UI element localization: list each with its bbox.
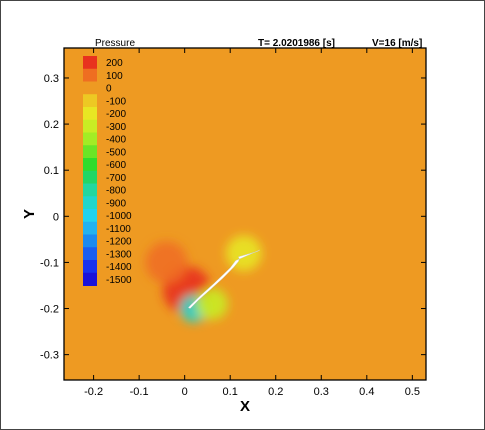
colorbar-swatch: [83, 221, 97, 235]
colorbar-label: -1300: [106, 249, 132, 260]
colorbar-swatch: [83, 196, 97, 210]
colorbar-label: -200: [106, 109, 126, 120]
colorbar-swatch: [83, 119, 97, 133]
pressure-field: [64, 48, 426, 380]
low-pressure-zone: [225, 235, 262, 272]
colorbar-swatch: [83, 132, 97, 146]
y-tick-label: 0.2: [44, 119, 59, 131]
low-pressure-zone: [195, 287, 228, 320]
x-tick-label: 0.4: [359, 386, 374, 398]
pressure-features: [145, 235, 262, 323]
colorbar-label: -1400: [106, 262, 132, 273]
colorbar-swatch: [83, 158, 97, 172]
plot-border: [63, 47, 427, 381]
x-tick-label: 0.3: [314, 386, 329, 398]
colorbar-swatch: [83, 170, 97, 184]
colorbar-swatch: [83, 81, 97, 95]
x-tick-label: 0.1: [223, 386, 238, 398]
colorbar-swatch: [83, 260, 97, 274]
colorbar-swatch: [83, 145, 97, 159]
time-label: T= 2.0201986 [s]: [258, 38, 335, 49]
colorbar-label: -1200: [106, 237, 132, 248]
colorbar-label: -1000: [106, 211, 132, 222]
colorbar-label: -700: [106, 173, 126, 184]
colorbar-swatch: [83, 183, 97, 197]
y-tick-label: -0.2: [40, 304, 59, 316]
colorbar-label: -100: [106, 96, 126, 107]
colorbar-swatch: [83, 209, 97, 223]
colorbar-label: -900: [106, 198, 126, 209]
y-tick-label: 0.3: [44, 73, 59, 85]
x-tick-label: -0.2: [84, 386, 103, 398]
colorbar-swatch: [83, 94, 97, 108]
y-axis-label: Y: [21, 209, 38, 219]
x-tick-label: 0.5: [405, 386, 420, 398]
colorbar-swatch: [83, 234, 97, 248]
high-pressure-zone: [145, 241, 188, 284]
colorbar-label: 200: [106, 58, 123, 69]
colorbar-label: -800: [106, 186, 126, 197]
colorbar-swatch: [83, 107, 97, 121]
y-tick-label: -0.3: [40, 350, 59, 362]
colorbar-label: -500: [106, 147, 126, 158]
y-tick-label: 0.1: [44, 165, 59, 177]
x-axis-label: X: [240, 398, 250, 415]
colorbar-label: -600: [106, 160, 126, 171]
airfoil-shape: [187, 249, 260, 309]
y-tick-label: 0: [53, 211, 59, 223]
x-tick-label: 0: [182, 386, 188, 398]
colorbar-label: -400: [106, 135, 126, 146]
variable-name: Pressure: [95, 38, 135, 49]
y-tick-label: -0.1: [40, 257, 59, 269]
x-tick-label: -0.1: [130, 386, 149, 398]
colorbar-swatch: [83, 272, 97, 286]
colorbar: 2001000-100-200-300-400-500-600-700-800-…: [83, 56, 132, 286]
x-tick-label: 0.2: [268, 386, 283, 398]
y-axis-ticks: 0.3 0.2 0.1 0 -0.1 -0.2 -0.3: [40, 73, 426, 362]
velocity-label: V=16 [m/s]: [372, 38, 422, 49]
colorbar-label: -300: [106, 122, 126, 133]
colorbar-swatch: [83, 247, 97, 261]
colorbar-label: -1100: [106, 224, 131, 235]
plot-background: [64, 48, 426, 380]
colorbar-label: 100: [106, 71, 123, 82]
colorbar-label: -1500: [106, 275, 132, 286]
x-axis-ticks: -0.2 -0.1 0 0.1 0.2 0.3 0.4 0.5: [84, 48, 420, 398]
colorbar-swatch: [83, 68, 97, 82]
colorbar-swatch: [83, 56, 97, 70]
colorbar-label: 0: [106, 84, 112, 95]
